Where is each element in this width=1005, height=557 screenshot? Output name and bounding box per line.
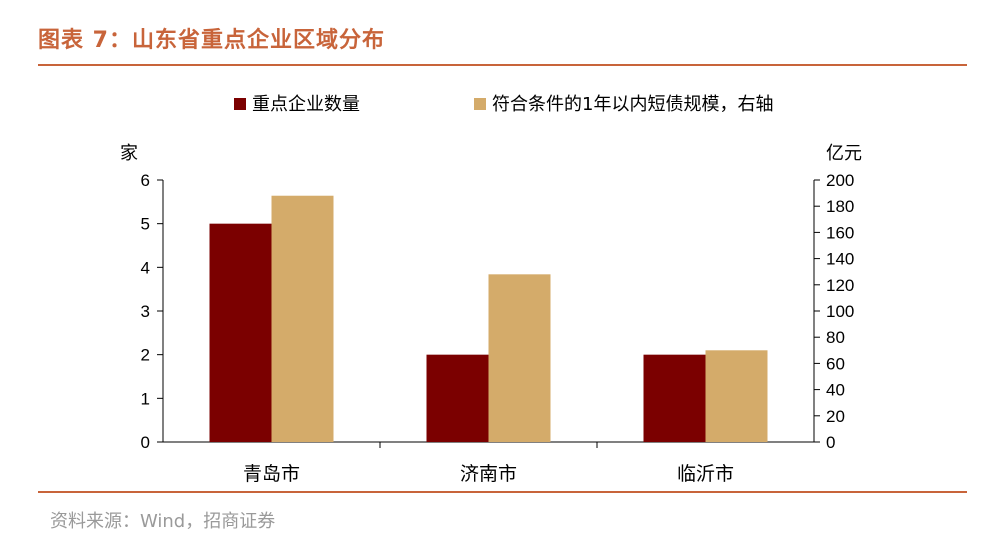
left-tick-label: 3 — [141, 302, 150, 321]
source-rule — [38, 491, 967, 493]
source-note: 资料来源：Wind，招商证券 — [50, 511, 276, 532]
right-tick-label: 160 — [826, 223, 854, 242]
right-tick-label: 180 — [826, 197, 854, 216]
left-axis-unit: 家 — [120, 143, 138, 164]
left-tick-label: 0 — [141, 433, 150, 452]
category-label: 青岛市 — [243, 463, 300, 485]
bar-count-1 — [209, 223, 272, 442]
category-label: 临沂市 — [677, 463, 734, 485]
bar-count-3 — [643, 354, 706, 442]
right-tick-label: 0 — [826, 433, 835, 452]
legend-label-2: 符合条件的1年以内短债规模，右轴 — [492, 94, 773, 115]
legend-swatch-2 — [474, 98, 486, 110]
right-tick-label: 40 — [826, 381, 845, 400]
bar-debt-2 — [488, 274, 551, 442]
right-tick-label: 100 — [826, 302, 854, 321]
bar-debt-1 — [271, 195, 334, 442]
left-tick-label: 1 — [141, 389, 150, 408]
legend: 重点企业数量 符合条件的1年以内短债规模，右轴 — [234, 94, 773, 115]
bar-count-2 — [426, 354, 489, 442]
right-tick-label: 80 — [826, 328, 845, 347]
bars — [209, 195, 768, 442]
bar-debt-3 — [705, 350, 768, 442]
figure-title: 图表 7：山东省重点企业区域分布 — [38, 28, 385, 53]
left-tick-label: 6 — [141, 171, 150, 190]
left-tick-label: 4 — [141, 258, 150, 277]
right-tick-label: 200 — [826, 171, 854, 190]
category-label: 济南市 — [460, 463, 517, 485]
legend-swatch-1 — [234, 98, 246, 110]
legend-label-1: 重点企业数量 — [252, 94, 360, 115]
right-tick-label: 120 — [826, 276, 854, 295]
right-axis-unit: 亿元 — [826, 143, 862, 164]
right-tick-label: 60 — [826, 354, 845, 373]
right-tick-label: 140 — [826, 250, 854, 269]
right-tick-label: 20 — [826, 407, 845, 426]
title-rule — [38, 64, 967, 66]
left-tick-label: 2 — [141, 346, 150, 365]
left-tick-label: 5 — [141, 215, 150, 234]
